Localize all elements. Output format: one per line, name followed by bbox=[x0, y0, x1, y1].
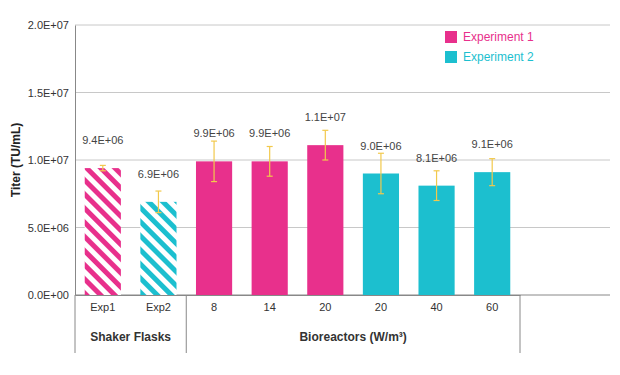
x-axis: Exp1 Exp2 8 14 20 20 40 60 bbox=[76, 295, 521, 313]
data-label: 8.1E+06 bbox=[416, 152, 457, 164]
grid-line bbox=[75, 25, 610, 26]
error-cap bbox=[211, 141, 217, 142]
y-tick: 1.5E+07 bbox=[28, 87, 75, 99]
data-label: 1.1E+07 bbox=[305, 111, 346, 123]
x-tick-label: 40 bbox=[430, 301, 442, 313]
y-tick: 5.0E+06 bbox=[28, 222, 75, 234]
error-cap bbox=[100, 170, 106, 171]
x-tick-label: Exp2 bbox=[146, 301, 171, 313]
bar bbox=[252, 161, 288, 295]
x-tick: Exp2 bbox=[146, 295, 171, 313]
legend-label: Experiment 1 bbox=[463, 30, 534, 44]
error-cap bbox=[322, 130, 328, 131]
bar bbox=[85, 168, 121, 295]
error-cap bbox=[434, 170, 440, 171]
bar bbox=[196, 161, 232, 295]
chart: 0.0E+00 5.0E+06 1.0E+07 1.5E+07 2.0E+07 Titer… bbox=[0, 0, 620, 375]
group-label: Shaker Flasks bbox=[90, 330, 171, 344]
y-tick: 1.0E+07 bbox=[28, 154, 75, 166]
error-line bbox=[436, 171, 437, 201]
legend-swatch bbox=[445, 51, 457, 63]
error-bar bbox=[322, 130, 328, 160]
data-label: 9.1E+06 bbox=[472, 138, 513, 150]
x-tick: Exp1 bbox=[90, 295, 115, 313]
bar bbox=[307, 145, 343, 295]
bar bbox=[418, 186, 454, 295]
error-line bbox=[269, 147, 270, 177]
x-tick: 8 bbox=[211, 295, 217, 313]
error-cap bbox=[489, 185, 495, 186]
error-bar bbox=[378, 153, 384, 194]
x-axis-line bbox=[76, 295, 521, 296]
legend-item: Experiment 1 bbox=[445, 30, 534, 44]
x-tick-label: 14 bbox=[264, 301, 276, 313]
error-cap bbox=[434, 200, 440, 201]
series bbox=[140, 153, 510, 295]
error-cap bbox=[100, 165, 106, 166]
y-tick-label: 0.0E+00 bbox=[28, 289, 69, 301]
legend-label: Experiment 2 bbox=[463, 50, 534, 64]
error-line bbox=[325, 130, 326, 160]
y-tick-label: 1.5E+07 bbox=[28, 87, 69, 99]
error-line bbox=[492, 159, 493, 186]
group-separator bbox=[75, 295, 76, 353]
y-tick: 0.0E+00 bbox=[28, 289, 75, 301]
plot-area bbox=[85, 130, 511, 295]
error-line bbox=[380, 153, 381, 194]
bar bbox=[140, 202, 176, 295]
x-tick-label: 20 bbox=[319, 301, 331, 313]
x-tick: 14 bbox=[264, 295, 276, 313]
group-label: Bioreactors (W/m³) bbox=[299, 330, 406, 344]
x-tick-label: 8 bbox=[211, 301, 217, 313]
data-label: 9.0E+06 bbox=[360, 140, 401, 152]
error-bar bbox=[155, 191, 161, 213]
x-tick: 20 bbox=[375, 295, 387, 313]
group-separator bbox=[186, 295, 187, 353]
data-labels: 9.4E+06 9.9E+06 9.9E+06 1.1E+07 6.9E+06 9.0E+… bbox=[82, 111, 513, 180]
x-tick: 20 bbox=[319, 295, 331, 313]
x-tick-label: 20 bbox=[375, 301, 387, 313]
x-groups: Shaker Flasks Bioreactors (W/m³) bbox=[75, 295, 520, 353]
error-bar bbox=[434, 171, 440, 201]
error-cap bbox=[267, 176, 273, 177]
error-cap bbox=[211, 181, 217, 182]
y-axis-title: Titer (TU/mL) bbox=[9, 123, 23, 197]
data-label: 9.9E+06 bbox=[193, 127, 234, 139]
data-label: 9.9E+06 bbox=[249, 127, 290, 139]
legend-item: Experiment 2 bbox=[445, 50, 534, 64]
error-line bbox=[102, 165, 103, 170]
y-axis-line bbox=[75, 26, 76, 296]
error-cap bbox=[322, 159, 328, 160]
x-tick: 40 bbox=[430, 295, 442, 313]
error-cap bbox=[155, 212, 161, 213]
data-label: 6.9E+06 bbox=[138, 168, 179, 180]
error-bar bbox=[211, 141, 217, 182]
series bbox=[85, 130, 344, 295]
error-cap bbox=[378, 153, 384, 154]
grid bbox=[75, 25, 610, 295]
error-line bbox=[158, 191, 159, 213]
x-tick: 60 bbox=[486, 295, 498, 313]
y-tick: 2.0E+07 bbox=[28, 19, 75, 31]
y-axis: 0.0E+00 5.0E+06 1.0E+07 1.5E+07 2.0E+07 bbox=[28, 19, 76, 301]
error-cap bbox=[155, 190, 161, 191]
data-label: 9.4E+06 bbox=[82, 134, 123, 146]
y-tick-label: 5.0E+06 bbox=[28, 222, 69, 234]
x-tick-label: 60 bbox=[486, 301, 498, 313]
error-bar bbox=[267, 147, 273, 177]
x-tick-label: Exp1 bbox=[90, 301, 115, 313]
bar bbox=[474, 172, 510, 295]
y-tick-label: 1.0E+07 bbox=[28, 154, 69, 166]
grid-line bbox=[75, 92, 610, 93]
error-cap bbox=[489, 158, 495, 159]
error-bar bbox=[489, 159, 495, 186]
error-bar bbox=[100, 165, 106, 170]
group-separator bbox=[520, 295, 521, 353]
legend: Experiment 1 Experiment 2 bbox=[445, 30, 534, 64]
error-cap bbox=[378, 193, 384, 194]
legend-swatch bbox=[445, 31, 457, 43]
y-tick-label: 2.0E+07 bbox=[28, 19, 69, 31]
error-line bbox=[213, 141, 214, 182]
error-cap bbox=[267, 146, 273, 147]
